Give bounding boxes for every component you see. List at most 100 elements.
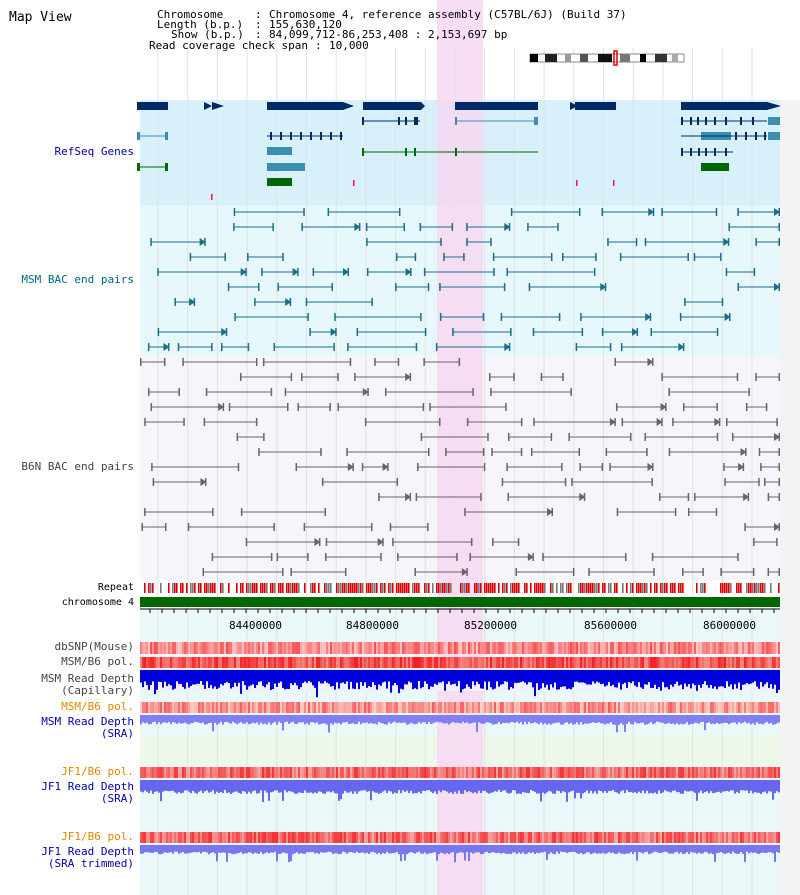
heat-cell: [330, 702, 332, 713]
bac-arrow: [377, 538, 384, 546]
heat-cell: [334, 642, 336, 654]
depth-bar: [346, 715, 348, 722]
heat-cell: [248, 832, 250, 843]
depth-bar: [558, 845, 560, 854]
heat-cell: [728, 642, 730, 654]
depth-bar: [526, 715, 528, 725]
depth-bar: [214, 670, 216, 687]
depth-bar: [424, 780, 426, 792]
heat-cell: [444, 642, 446, 654]
heat-cell: [672, 642, 674, 654]
heat-cell: [448, 642, 450, 654]
heat-cell: [214, 767, 216, 778]
bac-end: [506, 268, 508, 276]
track-label-msm-b6-pol-2[interactable]: MSM/B6 pol.: [61, 700, 134, 713]
heat-cell: [552, 767, 554, 778]
track-label-msm-bac[interactable]: MSM BAC end pairs: [21, 273, 134, 286]
track-label-jf1-depth-sra[interactable]: JF1 Read Depth: [41, 780, 134, 793]
depth-bar: [308, 715, 310, 725]
depth-bar: [634, 780, 636, 793]
repeat-mark: [384, 583, 386, 593]
heat-cell: [750, 702, 752, 713]
depth-bar: [394, 780, 396, 793]
depth-bar: [266, 780, 268, 793]
gene-block: [681, 102, 767, 110]
repeat-mark: [172, 583, 174, 593]
depth-bar: [406, 845, 408, 855]
heat-cell: [418, 832, 420, 843]
heat-cell: [166, 657, 168, 668]
heat-cell: [152, 642, 154, 654]
track-label-jf1-depth-trimmed[interactable]: JF1 Read Depth: [41, 845, 134, 858]
bac-end: [721, 298, 724, 306]
repeat-mark: [182, 583, 184, 593]
heat-cell: [548, 767, 550, 778]
bac-end: [758, 478, 760, 486]
depth-bar: [374, 845, 376, 853]
track-label-msm-depth-capillary[interactable]: MSM Read Depth: [41, 672, 134, 685]
heat-cell: [294, 657, 296, 668]
gene-exon: [740, 117, 742, 125]
heat-cell: [288, 657, 290, 668]
depth-bar: [660, 780, 662, 794]
depth-bar: [334, 670, 336, 690]
heat-cell: [478, 657, 480, 668]
repeat-mark: [174, 583, 176, 593]
depth-bar: [348, 715, 350, 725]
depth-bar: [662, 780, 664, 793]
depth-bar: [606, 670, 608, 686]
track-label-msm-depth-sra[interactable]: MSM Read Depth: [41, 715, 134, 728]
heat-cell: [520, 767, 522, 778]
bac-end: [178, 388, 180, 396]
heat-cell: [524, 657, 526, 668]
heat-cell: [728, 657, 730, 668]
bac-end: [557, 223, 559, 231]
heat-cell: [370, 657, 372, 668]
bac-end: [503, 283, 506, 291]
depth-bar: [668, 670, 670, 690]
depth-bar: [728, 780, 730, 792]
heat-cell: [188, 702, 190, 713]
depth-bar: [664, 715, 666, 724]
depth-bar: [456, 715, 458, 723]
repeat-mark: [240, 583, 242, 593]
track-label-dbsnp[interactable]: dbSNP(Mouse): [54, 640, 134, 653]
depth-bar: [342, 670, 344, 683]
heat-cell: [546, 767, 548, 778]
repeat-mark: [590, 583, 592, 593]
heat-cell: [308, 767, 310, 778]
track-label-refseq-genes[interactable]: RefSeq Genes: [54, 145, 134, 158]
depth-bar: [722, 845, 724, 854]
depth-bar: [744, 845, 746, 862]
depth-bar: [210, 780, 212, 792]
bac-end: [327, 208, 330, 216]
heat-cell: [610, 767, 612, 778]
depth-bar: [772, 780, 774, 800]
track-label-repeat[interactable]: Repeat: [97, 582, 134, 593]
repeat-mark: [282, 583, 284, 593]
heat-cell: [288, 642, 290, 654]
repeat-mark: [498, 583, 500, 593]
heat-cell: [276, 832, 278, 843]
depth-bar: [168, 670, 170, 685]
depth-bar: [406, 715, 408, 725]
track-label-jf1-b6-pol[interactable]: JF1/B6 pol.: [61, 765, 134, 778]
depth-bar: [750, 715, 752, 725]
depth-bar: [686, 780, 688, 792]
heat-cell: [264, 657, 266, 668]
heat-cell: [646, 832, 648, 843]
heat-cell: [608, 657, 610, 668]
heat-cell: [716, 657, 718, 668]
track-label-jf1-b6-pol-2[interactable]: JF1/B6 pol.: [61, 830, 134, 843]
repeat-mark: [722, 583, 724, 593]
heat-cell: [476, 767, 478, 778]
heat-cell: [378, 642, 380, 654]
heat-cell: [748, 642, 750, 654]
bac-end: [282, 253, 284, 261]
depth-bar: [568, 780, 570, 793]
heat-cell: [622, 642, 624, 654]
track-label-msm-b6-pol[interactable]: MSM/B6 pol.: [61, 655, 134, 668]
depth-bar: [328, 670, 330, 684]
track-label-b6n-bac[interactable]: B6N BAC end pairs: [21, 460, 134, 473]
